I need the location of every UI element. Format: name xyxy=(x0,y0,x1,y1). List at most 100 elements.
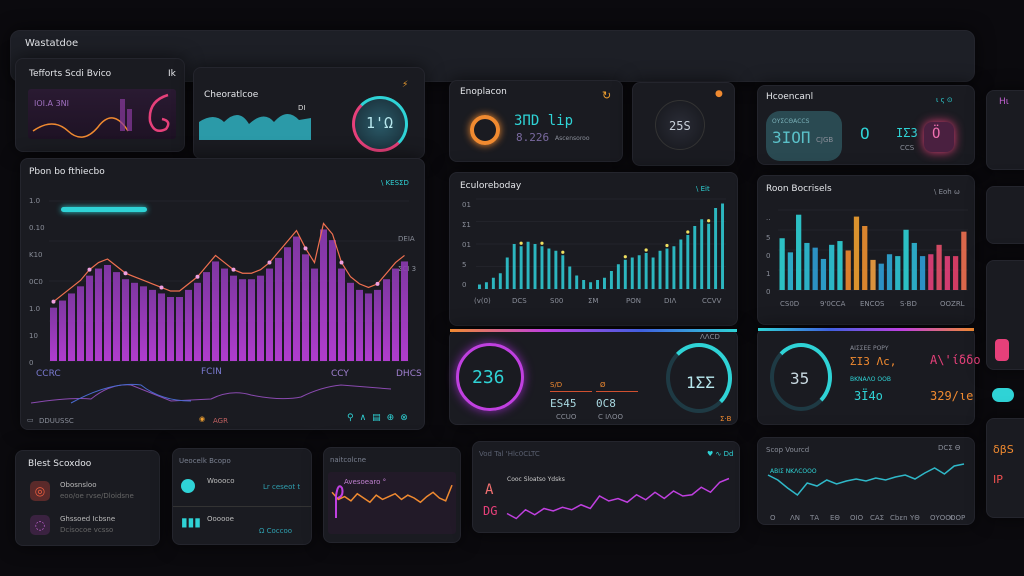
line-chart xyxy=(767,463,965,497)
alert-badge[interactable] xyxy=(924,122,954,152)
bar xyxy=(311,268,318,361)
bar xyxy=(320,229,327,361)
device-icon xyxy=(181,479,195,493)
bar xyxy=(68,293,75,361)
box-unit: CJGB xyxy=(816,136,834,144)
item-sub: eoo/oe rvse/Dloidsne xyxy=(60,492,134,500)
panel-main-chart: Pbon bo fthiecbo \ KESΣD 1.0 0.10 K10 0C0 1.… xyxy=(20,158,425,430)
x-label: ΛΝ xyxy=(790,514,801,522)
bar xyxy=(714,208,718,289)
panel-title: Vod Tal 'Hlc0CLTC xyxy=(479,450,540,458)
data-point xyxy=(644,248,648,252)
panel-orbit[interactable]: 25S ● xyxy=(632,82,735,166)
gauge-value: 1ΣΣ xyxy=(686,373,715,392)
list-item[interactable]: Woooco Lr ceseot t xyxy=(173,473,311,507)
panel-action-link[interactable]: \ KESΣD xyxy=(381,179,409,187)
panel-resources[interactable]: Hcoencanl ι ς ⊙ OΥΣCΘΑCCS 3ΙΟΠ CJGB Ο ΙΣ… xyxy=(757,85,975,165)
panel-title: Roon Bocrisels xyxy=(766,184,832,194)
divider-line xyxy=(550,391,592,392)
panel-action-link[interactable]: \ Eit xyxy=(696,185,710,193)
bar xyxy=(149,289,156,361)
list-item[interactable]: ◎ Obosnsloo eoo/oe rvse/Dloidsne xyxy=(16,477,159,509)
x-label: CΑΣ xyxy=(870,514,885,522)
gauge-value: 1'Ω xyxy=(366,114,394,132)
x-label: ΟΟΡ xyxy=(950,514,966,522)
alert-icon[interactable]: ● xyxy=(715,89,723,99)
y-tick: ·· xyxy=(766,216,771,224)
x-label: CCY xyxy=(331,369,349,379)
trend-line xyxy=(53,222,405,303)
panel-title: Eculoreboday xyxy=(460,181,522,191)
bar xyxy=(540,246,544,289)
bar-chart xyxy=(476,198,726,290)
bar xyxy=(347,282,354,361)
item-title: Ghssoed Icbsne xyxy=(60,515,116,523)
kpi-value: Α\'ίδδο xyxy=(930,353,981,367)
metric-note: Ascensoroo xyxy=(555,135,590,142)
bar xyxy=(383,279,390,361)
x-label: ΟΙΟ xyxy=(850,514,864,522)
kpi-value: ΣΙ3 Λc, xyxy=(850,355,897,368)
panel-action-link[interactable]: DCΣ Θ xyxy=(938,444,961,452)
panel-title: Scop Vourcd xyxy=(766,446,810,454)
panel-icons[interactable]: ι ς ⊙ xyxy=(936,96,953,104)
y-tick: 5 xyxy=(462,261,467,269)
x-label: DHCS xyxy=(396,369,422,379)
mini-wave-chart xyxy=(32,93,170,138)
bar xyxy=(796,214,802,290)
bars-icon: ▮▮▮ xyxy=(181,515,201,529)
list-item[interactable]: ◌ Ghssoed Icbsne Dcisocoe vcsso xyxy=(16,511,159,543)
data-point xyxy=(665,243,669,248)
panel-title: Enoplacon xyxy=(460,87,507,97)
alert-badge-value: Ö xyxy=(932,126,941,142)
toggle[interactable] xyxy=(992,388,1014,402)
list-item[interactable]: ▮▮▮ Oooooe Ω Coccoo xyxy=(173,511,311,541)
x-label: Cbεn xyxy=(890,514,908,522)
refresh-icon[interactable]: ↻ xyxy=(602,89,612,102)
bar xyxy=(248,279,255,361)
y-tick: 1.0 xyxy=(29,305,41,313)
x-label: ΕΘ xyxy=(830,514,840,522)
bar xyxy=(644,253,648,289)
bar xyxy=(140,286,147,361)
status-ring: Ο xyxy=(860,124,870,143)
y-tick: 5 xyxy=(766,234,771,242)
panel-action-link[interactable]: ♥ ∿ Dd xyxy=(707,450,734,458)
bar xyxy=(582,280,586,289)
bar xyxy=(928,254,934,290)
label: ΙΡ xyxy=(993,473,1003,486)
bar xyxy=(568,266,572,289)
bar xyxy=(936,244,942,290)
x-label: ΟΥΟΟΙ xyxy=(930,514,953,522)
bar xyxy=(122,279,129,361)
toolbar-icons[interactable]: ⚲∧▤⊕⊗ xyxy=(347,413,414,423)
gauge-ring-cyan xyxy=(666,343,732,413)
kpi-value: 329/ιe xyxy=(930,389,974,403)
bar xyxy=(491,277,495,289)
item-sub: Dcisocoe vcsso xyxy=(60,526,114,534)
bar xyxy=(693,226,697,289)
badge-a: A xyxy=(485,482,494,498)
metric-value: ES45 xyxy=(550,397,577,410)
bar xyxy=(919,256,926,290)
alert-badge[interactable] xyxy=(995,339,1009,361)
bar xyxy=(275,257,282,361)
area-chart xyxy=(199,113,311,140)
bar xyxy=(886,254,893,290)
panel-energy[interactable]: Enoplacon ↻ 3ΠD lip 8.226 Ascensoroo xyxy=(449,80,623,162)
x-label: CCRC xyxy=(36,369,61,379)
bar xyxy=(356,289,363,361)
legend-bar xyxy=(61,207,147,212)
x-label: ENCOS xyxy=(860,300,885,308)
data-point xyxy=(303,246,308,251)
y-tick: 0 xyxy=(29,359,34,367)
panel-action-link[interactable]: \ Eoh ω xyxy=(934,188,960,196)
data-point xyxy=(686,230,690,234)
x-label: (v(0) xyxy=(474,297,491,305)
expand-icon[interactable]: Ik xyxy=(168,69,176,79)
panel-summary[interactable]: Tefforts Scdi Bvico Ik ΙΟΙ.Α 3ΝΙ xyxy=(15,58,185,152)
line-series xyxy=(331,484,453,504)
panel-throughput[interactable]: Cheoratlcoe DΙ 1'Ω ⚡ xyxy=(193,67,425,159)
item-sub: Ω Coccoo xyxy=(259,527,293,535)
bar xyxy=(721,203,724,289)
